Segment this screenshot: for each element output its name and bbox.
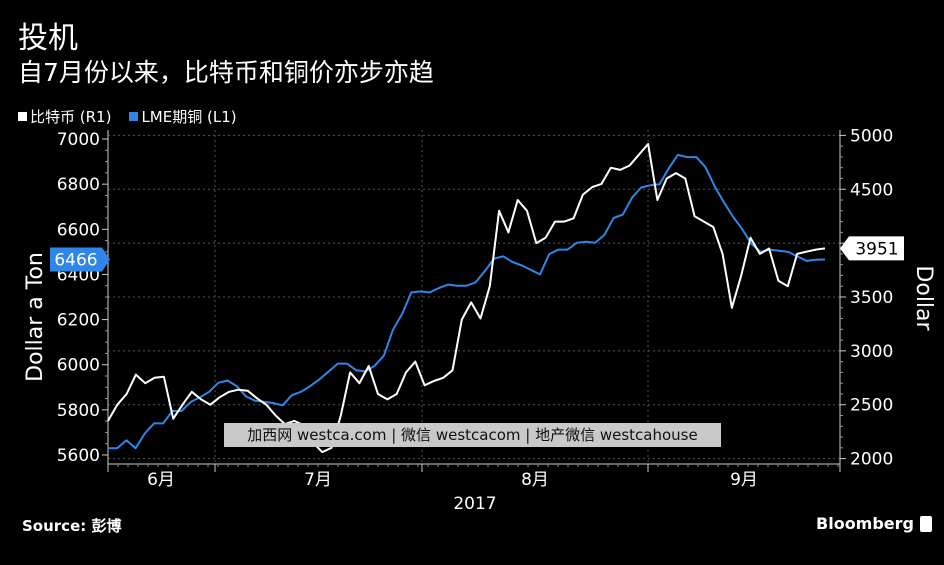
series-lines — [107, 143, 826, 454]
brand-name: Bloomberg — [816, 514, 914, 533]
left-tick-label: 5800 — [57, 401, 100, 421]
x-tick-label: 9月 — [730, 470, 758, 490]
left-last-value-label: 6466 — [54, 251, 97, 271]
series-line-copper — [108, 153, 826, 450]
watermark-banner: 加西网 westca.com | 微信 westcacom | 地产微信 wes… — [224, 423, 721, 447]
left-tick-label: 7000 — [57, 130, 100, 150]
x-tick-label: 7月 — [304, 470, 332, 490]
right-last-value-label: 3951 — [855, 239, 898, 259]
chart-title: 投机 — [18, 21, 78, 56]
legend-swatch-copper — [129, 112, 139, 121]
legend-swatch-bitcoin — [18, 112, 27, 121]
left-last-value-tag — [50, 247, 110, 272]
left-tick-label: 5600 — [57, 446, 100, 466]
legend-label-bitcoin: 比特币 (R1) — [30, 108, 112, 126]
right-tick-label: 5000 — [850, 126, 893, 146]
x-tick-label: 6月 — [147, 470, 175, 490]
series-line-bitcoin — [107, 143, 826, 454]
right-tick-label: 2000 — [850, 450, 893, 470]
left-tick-label: 6600 — [57, 220, 100, 240]
right-tick-label: 3000 — [850, 342, 893, 362]
legend-item-bitcoin: 比特币 (R1) — [18, 106, 111, 127]
chart-subtitle: 自7月份以来，比特币和铜价亦步亦趋 — [18, 58, 434, 87]
left-tick-label: 6800 — [57, 175, 100, 195]
x-axis-label: 2017 — [453, 494, 496, 514]
source-note: Source: 彭博 — [22, 517, 122, 535]
legend: 比特币 (R1) LME期铜 (L1) — [18, 106, 237, 127]
brand: Bloomberg — [816, 514, 932, 533]
right-tick-label: 4500 — [850, 180, 893, 200]
right-tick-label: 3500 — [850, 288, 893, 308]
right-last-value-tag — [840, 236, 904, 261]
x-tick-label: 8月 — [521, 470, 549, 490]
left-axis-title: Dollar a Ton — [23, 252, 48, 382]
bloomberg-logo-icon — [920, 515, 932, 532]
legend-item-copper: LME期铜 (L1) — [129, 106, 237, 127]
axes — [102, 130, 846, 472]
left-tick-label: 6000 — [57, 356, 100, 376]
right-tick-label: 2500 — [850, 396, 893, 416]
axis-labels: 5600580060006200640066006800700020002500… — [23, 126, 936, 514]
left-tick-label: 6200 — [57, 311, 100, 331]
grid — [108, 130, 840, 464]
legend-label-copper: LME期铜 (L1) — [141, 108, 237, 126]
right-axis-title: Dollar — [911, 265, 936, 331]
